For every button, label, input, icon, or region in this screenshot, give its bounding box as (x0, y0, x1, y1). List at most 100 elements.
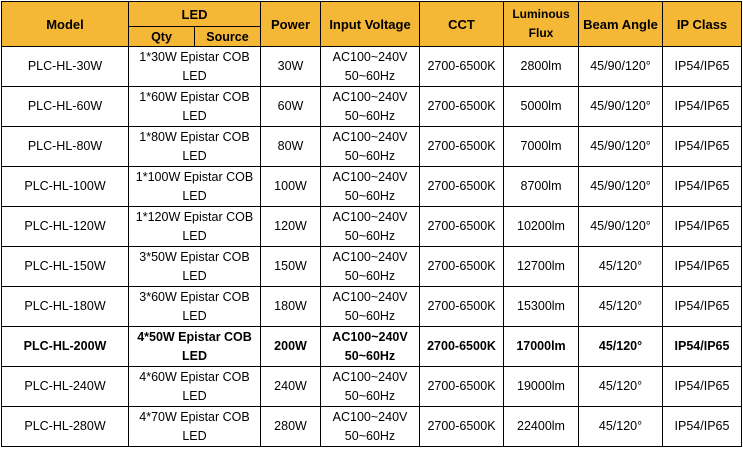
cell-cct: 2700-6500K (419, 126, 504, 167)
cell-input-voltage-line1: AC100~240V (332, 369, 408, 384)
cell-input-voltage: AC100~240V 50~60Hz (320, 406, 420, 447)
cell-input-voltage: AC100~240V 50~60Hz (320, 286, 420, 327)
cell-ip-class: IP54/IP65 (662, 246, 742, 287)
cell-input-voltage-line1: AC100~240V (332, 409, 408, 424)
cell-led-line1: 4*60W Epistar COB (139, 369, 250, 384)
table-row: PLC-HL-120W 1*120W Epistar COB LED 120W AC10… (1, 206, 742, 247)
header-luminous-line1: Luminous (512, 7, 570, 21)
cell-led-line1: 3*60W Epistar COB (139, 289, 250, 304)
cell-input-voltage-line2: 50~60Hz (344, 148, 396, 163)
table-row: PLC-HL-180W 3*60W Epistar COB LED 180W AC100… (1, 286, 742, 327)
cell-input-voltage: AC100~240V 50~60Hz (320, 366, 420, 407)
cell-power: 150W (260, 246, 321, 287)
cell-ip-class: IP54/IP65 (662, 326, 742, 367)
cell-cct: 2700-6500K (419, 246, 504, 287)
cell-led-line2: LED (182, 388, 207, 403)
cell-cct: 2700-6500K (419, 406, 504, 447)
cell-input-voltage-line2: 50~60Hz (344, 68, 396, 83)
cell-input-voltage-line1: AC100~240V (332, 329, 408, 344)
cell-model: PLC-HL-100W (1, 166, 129, 207)
cell-beam-angle: 45/90/120° (578, 206, 663, 247)
cell-led-line2: LED (182, 148, 207, 163)
cell-led-line2: LED (182, 228, 207, 243)
cell-input-voltage-line1: AC100~240V (332, 249, 408, 264)
cell-beam-angle: 45/90/120° (578, 46, 663, 87)
cell-beam-angle: 45/120° (578, 246, 663, 287)
cell-led-line2: LED (182, 308, 207, 323)
header-luminous-line2: Flux (528, 26, 554, 40)
cell-luminous-flux: 7000lm (503, 126, 579, 167)
cell-input-voltage-line2: 50~60Hz (344, 108, 396, 123)
header-power: Power (260, 1, 321, 47)
cell-ip-class: IP54/IP65 (662, 166, 742, 207)
cell-luminous-flux: 15300lm (503, 286, 579, 327)
cell-led: 4*50W Epistar COB LED (128, 326, 261, 367)
cell-luminous-flux: 12700lm (503, 246, 579, 287)
cell-luminous-flux: 2800lm (503, 46, 579, 87)
cell-ip-class: IP54/IP65 (662, 366, 742, 407)
cell-led: 1*30W Epistar COB LED (128, 46, 261, 87)
header-luminous-flux: Luminous Flux (503, 1, 579, 47)
header-cct: CCT (419, 1, 504, 47)
cell-power: 200W (260, 326, 321, 367)
cell-led-line2: LED (182, 348, 207, 363)
header-model: Model (1, 1, 129, 47)
cell-input-voltage: AC100~240V 50~60Hz (320, 326, 420, 367)
cell-beam-angle: 45/90/120° (578, 166, 663, 207)
cell-led-line2: LED (182, 268, 207, 283)
cell-led: 4*70W Epistar COB LED (128, 406, 261, 447)
cell-input-voltage: AC100~240V 50~60Hz (320, 86, 420, 127)
table-header: Model LED Power Input Voltage CCT Lumino… (1, 1, 742, 47)
cell-input-voltage-line1: AC100~240V (332, 169, 408, 184)
table-row: PLC-HL-100W 1*100W Epistar COB LED 100W AC10… (1, 166, 742, 207)
header-ip-class: IP Class (662, 1, 742, 47)
cell-luminous-flux: 10200lm (503, 206, 579, 247)
cell-luminous-flux: 8700lm (503, 166, 579, 207)
cell-model: PLC-HL-30W (1, 46, 129, 87)
cell-led-line1: 1*120W Epistar COB (135, 209, 254, 224)
header-qty: Qty (128, 26, 195, 47)
cell-beam-angle: 45/90/120° (578, 126, 663, 167)
cell-led-line2: LED (182, 188, 207, 203)
cell-input-voltage-line2: 50~60Hz (344, 428, 396, 443)
cell-input-voltage-line1: AC100~240V (332, 89, 408, 104)
cell-led-line1: 3*50W Epistar COB (139, 249, 250, 264)
table-row: PLC-HL-240W 4*60W Epistar COB LED 240W AC100… (1, 366, 742, 407)
cell-model: PLC-HL-180W (1, 286, 129, 327)
table-row: PLC-HL-60W 1*60W Epistar COB LED 60W AC100~2… (1, 86, 742, 127)
cell-model: PLC-HL-80W (1, 126, 129, 167)
cell-ip-class: IP54/IP65 (662, 286, 742, 327)
cell-led: 1*100W Epistar COB LED (128, 166, 261, 207)
cell-beam-angle: 45/120° (578, 326, 663, 367)
cell-cct: 2700-6500K (419, 326, 504, 367)
cell-led: 1*120W Epistar COB LED (128, 206, 261, 247)
cell-ip-class: IP54/IP65 (662, 406, 742, 447)
cell-input-voltage: AC100~240V 50~60Hz (320, 126, 420, 167)
table-row: PLC-HL-80W 1*80W Epistar COB LED 80W AC100~2… (1, 126, 742, 167)
cell-led: 4*60W Epistar COB LED (128, 366, 261, 407)
cell-led-line1: 1*80W Epistar COB (139, 129, 250, 144)
cell-luminous-flux: 22400lm (503, 406, 579, 447)
cell-power: 80W (260, 126, 321, 167)
header-input-voltage: Input Voltage (320, 1, 420, 47)
cell-input-voltage: AC100~240V 50~60Hz (320, 246, 420, 287)
cell-power: 280W (260, 406, 321, 447)
cell-input-voltage-line2: 50~60Hz (344, 228, 396, 243)
cell-led: 1*60W Epistar COB LED (128, 86, 261, 127)
cell-input-voltage-line1: AC100~240V (332, 129, 408, 144)
table-row: PLC-HL-280W 4*70W Epistar COB LED 280W AC100… (1, 406, 742, 447)
table-row: PLC-HL-200W 4*50W Epistar COB LED 200W AC100… (1, 326, 742, 367)
cell-power: 60W (260, 86, 321, 127)
cell-led-line2: LED (182, 68, 207, 83)
cell-input-voltage-line2: 50~60Hz (344, 268, 396, 283)
cell-luminous-flux: 5000lm (503, 86, 579, 127)
cell-cct: 2700-6500K (419, 86, 504, 127)
cell-model: PLC-HL-200W (1, 326, 129, 367)
cell-led-line2: LED (182, 108, 207, 123)
cell-beam-angle: 45/120° (578, 366, 663, 407)
cell-led-line1: 4*70W Epistar COB (139, 409, 250, 424)
cell-beam-angle: 45/90/120° (578, 86, 663, 127)
cell-input-voltage: AC100~240V 50~60Hz (320, 166, 420, 207)
cell-led-line1: 4*50W Epistar COB (137, 329, 252, 344)
cell-beam-angle: 45/120° (578, 286, 663, 327)
